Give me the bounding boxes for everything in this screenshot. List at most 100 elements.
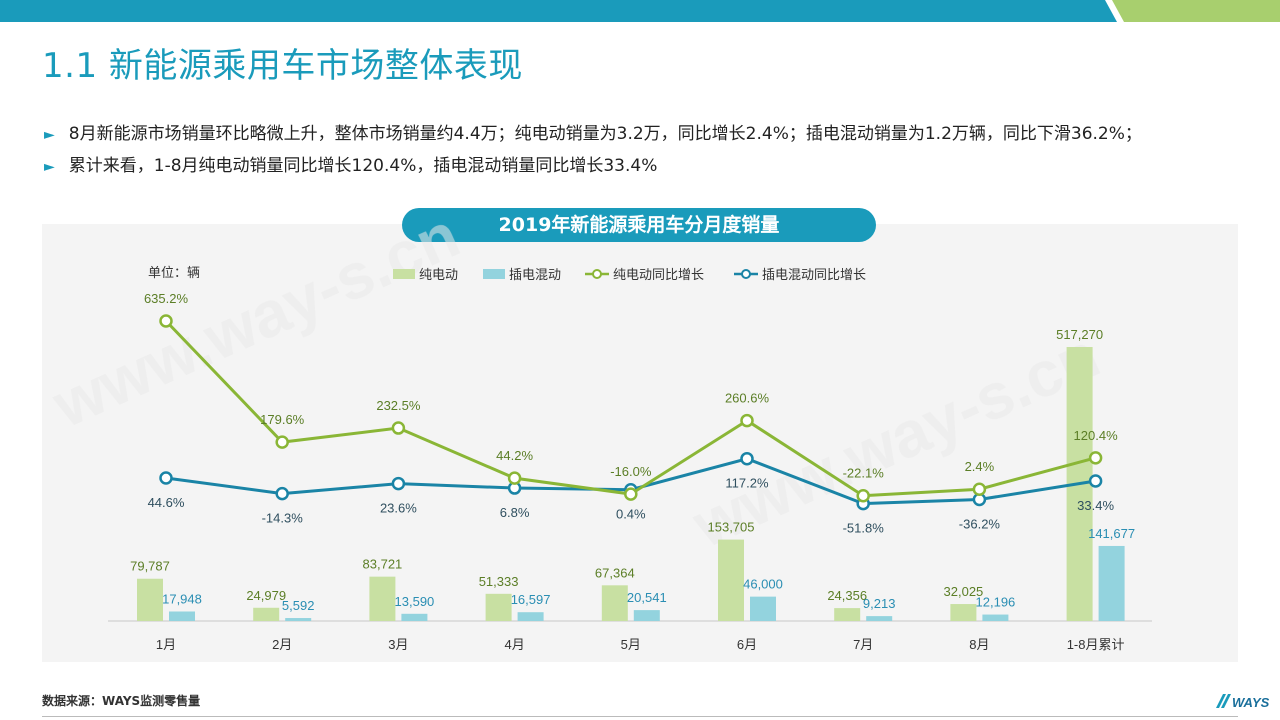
data-label-phev: 20,541 xyxy=(627,590,667,605)
chart-panel xyxy=(42,224,1238,662)
bev-growth-data-label: 120.4% xyxy=(1074,428,1119,443)
phev-growth-data-label: -51.8% xyxy=(843,521,885,536)
bev-growth-point xyxy=(507,471,522,485)
bar-bev xyxy=(834,608,861,621)
bev-growth-data-label: 44.2% xyxy=(496,448,533,463)
bullet-item-1: ► 8月新能源市场销量环比略微上升，整体市场销量约4.4万；纯电动销量为3.2万，… xyxy=(44,119,1142,144)
bar-phev xyxy=(401,613,428,621)
bev-growth-data-label: -22.1% xyxy=(843,466,885,481)
phev-growth-data-label: 117.2% xyxy=(725,476,769,491)
unit-label: 单位：辆 xyxy=(148,265,200,280)
legend-marker xyxy=(592,269,602,279)
data-source-note: 数据来源：WAYS监测零售量 xyxy=(42,694,201,708)
x-tick-label: 5月 xyxy=(621,637,641,652)
bar-bev xyxy=(137,578,163,621)
data-label-bev: 67,364 xyxy=(595,565,635,580)
bev-growth-point xyxy=(856,488,870,503)
bar-phev xyxy=(1098,545,1125,621)
bar-phev xyxy=(633,610,660,621)
triangle-bullet-icon: ► xyxy=(44,159,55,175)
data-label-bev: 24,979 xyxy=(246,588,286,603)
chart-legend: 纯电动 插电混动 纯电动同比增长 插电混动同比增长 xyxy=(393,267,866,282)
ways-logo: WAYS xyxy=(1216,694,1270,710)
data-label-phev: 16,597 xyxy=(511,592,551,607)
bev-growth-point xyxy=(159,314,173,328)
phev-growth-data-label: 6.8% xyxy=(500,505,530,520)
legend-label: 插电混动同比增长 xyxy=(762,267,866,282)
bev-growth-point xyxy=(1088,451,1103,465)
data-label-phev: 5,592 xyxy=(282,598,315,613)
bar-bev xyxy=(369,576,396,621)
phev-growth-data-label: 33.4% xyxy=(1077,498,1114,513)
bev-growth-series: 635.2% 179.6% 232.5% 44.2% -16.0% 260.6% -22.1… xyxy=(144,291,1119,503)
legend-label: 纯电动同比增长 xyxy=(613,267,704,282)
bar-bev xyxy=(485,593,512,621)
phev-growth-data-label: 0.4% xyxy=(616,507,646,522)
bar-phev xyxy=(982,614,1009,621)
bullet-text-1: 8月新能源市场销量环比略微上升，整体市场销量约4.4万；纯电动销量为3.2万，同… xyxy=(68,124,1142,144)
x-tick-label: 1-8月累计 xyxy=(1067,637,1125,652)
data-label-bev: 32,025 xyxy=(944,584,984,599)
phev-growth-point xyxy=(275,486,289,501)
bev-growth-point xyxy=(391,421,406,435)
x-tick-label: 4月 xyxy=(504,637,524,652)
data-label-phev: 12,196 xyxy=(976,595,1016,610)
bar-bev xyxy=(718,539,744,621)
bev-growth-data-label: 232.5% xyxy=(376,398,421,413)
phev-growth-data-label: 44.6% xyxy=(148,495,185,510)
ways-logo-icon xyxy=(1216,694,1231,708)
x-tick-label: 6月 xyxy=(737,637,757,652)
x-tick-label: 1月 xyxy=(156,637,176,652)
bullet-item-2: ► 累计来看，1-8月纯电动销量同比增长120.4%，插电混动销量同比增长33.4… xyxy=(44,151,657,176)
legend-item: 插电混动同比增长 xyxy=(734,267,866,282)
legend-marker xyxy=(741,269,751,279)
data-label-phev: 13,590 xyxy=(395,594,435,609)
phev-growth-point xyxy=(740,451,754,466)
data-label-bev: 153,705 xyxy=(708,520,755,535)
x-tick-label: 8月 xyxy=(969,637,989,652)
triangle-bullet-icon: ► xyxy=(44,127,55,143)
ways-logo-text: WAYS xyxy=(1232,695,1270,710)
chart-title: 2019年新能源乘用车分月度销量 xyxy=(402,208,876,242)
data-label-bev: 24,356 xyxy=(827,588,867,603)
bev-growth-point xyxy=(972,482,987,496)
bev-growth-data-label: 260.6% xyxy=(725,391,770,406)
bar-bev xyxy=(601,585,628,621)
bev-growth-point xyxy=(275,435,289,449)
phev-growth-data-label: -14.3% xyxy=(262,511,304,526)
data-label-bev: 79,787 xyxy=(130,559,170,574)
phev-growth-data-label: -36.2% xyxy=(959,516,1001,531)
bar-phev xyxy=(285,618,312,621)
legend-item: 插电混动 xyxy=(483,267,561,282)
data-label-bev: 517,270 xyxy=(1056,327,1103,342)
bar-bev xyxy=(950,604,977,621)
bev-growth-data-label: 2.4% xyxy=(965,459,995,474)
bar-bev xyxy=(253,607,280,621)
data-label-phev: 9,213 xyxy=(863,596,896,611)
legend-item: 纯电动 xyxy=(393,267,458,282)
legend-label: 纯电动 xyxy=(419,267,458,282)
phev-growth-data-label: 23.6% xyxy=(380,501,417,516)
data-label-phev: 46,000 xyxy=(743,577,783,592)
data-label-phev: 17,948 xyxy=(162,591,202,606)
phev-growth-point xyxy=(391,476,406,491)
data-label-bev: 51,333 xyxy=(479,574,519,589)
bottom-divider xyxy=(42,716,1238,717)
legend-swatch xyxy=(483,269,505,279)
legend-swatch xyxy=(393,269,415,279)
phev-growth-point xyxy=(159,471,173,485)
x-tick-label: 3月 xyxy=(388,637,408,652)
bar-phev xyxy=(866,616,893,621)
bev-growth-data-label: 179.6% xyxy=(260,412,305,427)
bullet-text-2: 累计来看，1-8月纯电动销量同比增长120.4%，插电混动销量同比增长33.4% xyxy=(68,156,658,176)
x-tick-label: 7月 xyxy=(853,637,873,652)
bev-growth-data-label: 635.2% xyxy=(144,291,189,306)
bar-phev xyxy=(517,612,544,621)
bev-growth-point xyxy=(740,413,754,428)
bar-phev xyxy=(169,611,195,621)
watermark: www.way-s.cn www.way-s.cn xyxy=(42,199,1110,562)
phev-growth-point xyxy=(1088,474,1103,488)
x-tick-label: 2月 xyxy=(272,637,292,652)
